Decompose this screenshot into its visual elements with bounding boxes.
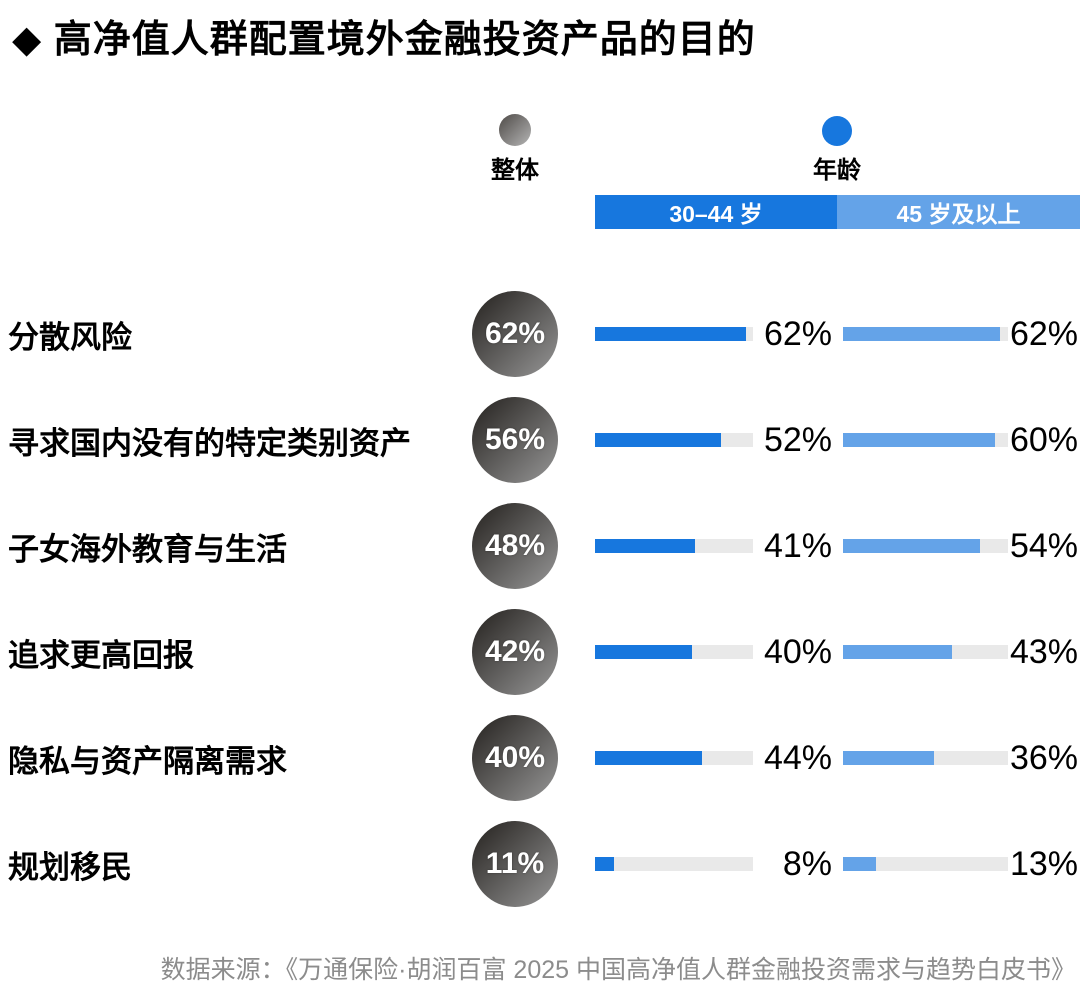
chart-row: 分散风险 62% 62% 62% (0, 281, 1080, 387)
chart-row: 追求更高回报 42% 40% 43% (0, 599, 1080, 705)
bar-fill-45plus (843, 645, 953, 659)
bar-track-45plus (843, 645, 1008, 659)
bar-value-45plus: 60% (1009, 420, 1078, 459)
bar-fill-30-44 (595, 645, 693, 659)
column-header-45plus: 45 岁及以上 (837, 195, 1080, 229)
row-label: 寻求国内没有的特定类别资产 (8, 425, 411, 461)
bar-track-45plus (843, 751, 1008, 765)
row-label: 规划移民 (8, 849, 132, 885)
bar-fill-45plus (843, 327, 1001, 341)
age-column-header-band: 30–44 岁 45 岁及以上 (595, 195, 1080, 229)
bar-track-45plus (843, 857, 1008, 871)
bar-value-30-44: 8% (782, 844, 832, 883)
row-label: 追求更高回报 (8, 637, 194, 673)
bar-fill-30-44 (595, 433, 722, 447)
bar-value-45plus: 36% (1009, 738, 1078, 777)
row-label: 子女海外教育与生活 (8, 531, 287, 567)
bar-track-30-44 (595, 751, 753, 765)
legend-overall-label: 整体 (491, 157, 539, 184)
bar-track-45plus (843, 539, 1008, 553)
overall-value: 40% (484, 741, 546, 774)
bar-track-30-44 (595, 539, 753, 553)
bar-track-30-44 (595, 327, 753, 341)
bar-fill-45plus (843, 539, 981, 553)
overall-value-badge: 42% (472, 609, 558, 695)
overall-value-badge: 11% (472, 821, 558, 907)
bar-value-45plus: 54% (1009, 526, 1078, 565)
bar-fill-30-44 (595, 327, 746, 341)
bar-value-30-44: 40% (763, 632, 832, 671)
overall-value-badge: 62% (472, 291, 558, 377)
bar-track-30-44 (595, 645, 753, 659)
row-label: 隐私与资产隔离需求 (8, 743, 287, 779)
overall-value-badge: 56% (472, 397, 558, 483)
bar-fill-45plus (843, 857, 876, 871)
overall-value: 62% (484, 317, 546, 350)
overall-value: 48% (484, 529, 546, 562)
bar-fill-30-44 (595, 751, 702, 765)
overall-value: 42% (484, 635, 546, 668)
overall-value-badge: 48% (472, 503, 558, 589)
bar-value-45plus: 62% (1009, 314, 1078, 353)
bar-value-30-44: 62% (763, 314, 832, 353)
legend-age-dot-icon (822, 116, 852, 146)
bar-track-45plus (843, 433, 1008, 447)
chart-row: 子女海外教育与生活 48% 41% 54% (0, 493, 1080, 599)
bar-track-30-44 (595, 857, 753, 871)
legend-age-label: 年龄 (813, 157, 861, 184)
column-header-30-44: 30–44 岁 (595, 195, 837, 229)
bar-fill-45plus (843, 751, 935, 765)
bar-value-30-44: 52% (763, 420, 832, 459)
bar-track-45plus (843, 327, 1008, 341)
data-source-note: 数据来源：《万通保险·胡润百富 2025 中国高净值人群金融投资需求与趋势白皮书… (160, 956, 1076, 984)
legend-overall-dot-icon (499, 114, 531, 146)
bar-fill-45plus (843, 433, 996, 447)
chart-row: 规划移民 11% 8% 13% (0, 811, 1080, 917)
bar-value-30-44: 44% (763, 738, 832, 777)
rows: 分散风险 62% 62% 62% 寻求国内没有的特定类别资产 56% 52% 6… (0, 281, 1080, 917)
bar-track-30-44 (595, 433, 753, 447)
overall-value-badge: 40% (472, 715, 558, 801)
bar-value-45plus: 43% (1009, 632, 1078, 671)
bar-value-45plus: 13% (1009, 844, 1078, 883)
page-title: ◆ 高净值人群配置境外金融投资产品的目的 (12, 19, 756, 61)
overall-value: 11% (485, 847, 545, 880)
chart-row: 隐私与资产隔离需求 40% 44% 36% (0, 705, 1080, 811)
overall-value: 56% (484, 423, 546, 456)
bar-value-30-44: 41% (763, 526, 832, 565)
bar-fill-30-44 (595, 857, 615, 871)
chart-row: 寻求国内没有的特定类别资产 56% 52% 60% (0, 387, 1080, 493)
bar-fill-30-44 (595, 539, 695, 553)
row-label: 分散风险 (8, 319, 132, 355)
